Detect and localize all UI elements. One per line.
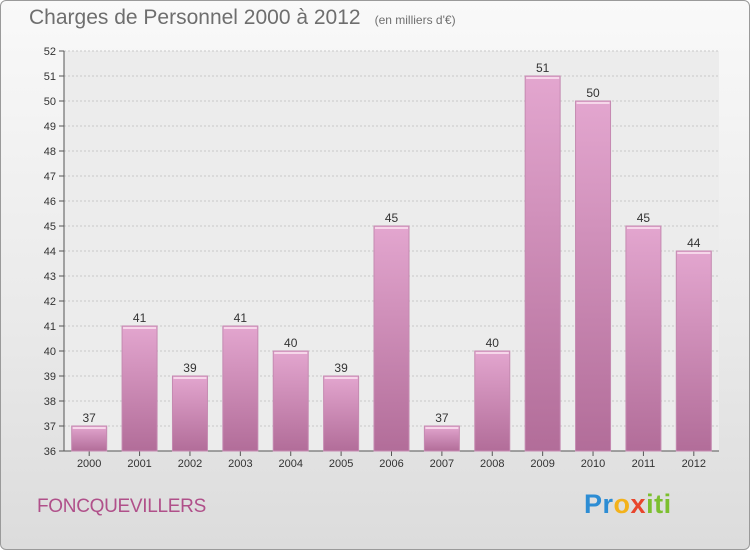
bar <box>625 225 662 452</box>
bar-highlight <box>274 352 308 354</box>
bar-2009: 51 <box>524 61 561 452</box>
bar-value-label: 44 <box>687 236 701 250</box>
bar-2000: 37 <box>71 411 108 452</box>
y-tick-label: 37 <box>44 421 56 433</box>
bar <box>272 350 309 452</box>
bar-value-label: 41 <box>133 311 147 325</box>
bar <box>474 350 511 452</box>
y-tick-label: 47 <box>44 171 56 183</box>
proxiti-logo[interactable]: Proxiti <box>584 489 672 520</box>
chart-title-text: Charges de Personnel 2000 à 2012 <box>29 6 361 29</box>
bar-2002: 39 <box>171 361 208 452</box>
y-tick-label: 52 <box>44 46 56 58</box>
bar-highlight <box>123 327 157 329</box>
bar-value-label: 50 <box>586 86 600 100</box>
x-tick-label: 2005 <box>329 458 353 470</box>
bar <box>171 375 208 452</box>
bar-highlight <box>324 377 358 379</box>
y-tick-label: 49 <box>44 121 56 133</box>
bar-value-label: 45 <box>385 211 399 225</box>
bar-2010: 50 <box>575 86 612 452</box>
y-tick-label: 46 <box>44 196 56 208</box>
bar-highlight <box>173 377 207 379</box>
y-tick-label: 41 <box>44 321 56 333</box>
logo-letter: t <box>654 489 664 519</box>
x-tick-label: 2003 <box>228 458 252 470</box>
bar-highlight <box>425 427 459 429</box>
y-tick-label: 44 <box>44 246 56 258</box>
bar-highlight <box>475 352 509 354</box>
y-tick-label: 48 <box>44 146 56 158</box>
x-tick-label: 2008 <box>480 458 504 470</box>
bar <box>222 325 259 452</box>
bar-highlight <box>375 227 408 229</box>
logo-letter: o <box>613 489 631 519</box>
x-tick-label: 2000 <box>77 458 101 470</box>
bar-layer: 37 41 39 41 40 39 45 37 40 51 50 45 44 <box>71 61 712 452</box>
bar-highlight <box>526 77 560 79</box>
bar <box>373 225 410 452</box>
y-tick-label: 50 <box>44 96 56 108</box>
bar-value-label: 41 <box>234 311 248 325</box>
bar-2011: 45 <box>625 211 662 452</box>
logo-letter: x <box>630 489 647 519</box>
bar-highlight <box>72 427 106 429</box>
x-tick-label: 2007 <box>430 458 454 470</box>
x-tick-label: 2004 <box>278 458 302 470</box>
bar-2001: 41 <box>121 311 158 452</box>
bar-2003: 41 <box>222 311 259 452</box>
bar-value-label: 40 <box>284 336 298 350</box>
bar <box>323 375 360 452</box>
logo-letter: P <box>584 489 603 519</box>
y-tick-label: 43 <box>44 271 56 283</box>
y-tick-label: 36 <box>44 446 56 458</box>
y-tick-label: 40 <box>44 346 56 358</box>
bar-value-label: 39 <box>334 361 348 375</box>
bar-highlight <box>626 227 660 229</box>
logo-letter: i <box>646 489 655 519</box>
bar-2012: 44 <box>675 236 712 452</box>
bar-highlight <box>677 252 711 254</box>
y-tick-label: 39 <box>44 371 56 383</box>
bar-2006: 45 <box>373 211 410 452</box>
y-tick-label: 51 <box>44 71 56 83</box>
bar-2005: 39 <box>323 361 360 452</box>
bar <box>675 250 712 452</box>
x-tick-label: 2006 <box>379 458 403 470</box>
chart-title: Charges de Personnel 2000 à 2012 (en mill… <box>29 6 456 30</box>
logo-letter: r <box>602 489 614 519</box>
commune-name: FONCQUEVILLERS <box>37 496 206 517</box>
bar <box>423 425 460 452</box>
bar-2008: 40 <box>474 336 511 452</box>
x-tick-label: 2011 <box>632 458 656 470</box>
bar <box>575 100 612 452</box>
x-tick-label: 2012 <box>682 458 706 470</box>
bar <box>524 75 561 452</box>
bar-value-label: 40 <box>486 336 500 350</box>
bar-2004: 40 <box>272 336 309 452</box>
bar-value-label: 37 <box>83 411 97 425</box>
bar-2007: 37 <box>423 411 460 452</box>
chart-subtitle: (en milliers d'€) <box>374 13 456 27</box>
bar-value-label: 51 <box>536 61 550 75</box>
bar <box>121 325 158 452</box>
logo-letter: i <box>663 489 672 519</box>
bar-value-label: 39 <box>183 361 197 375</box>
bar-value-label: 45 <box>637 211 651 225</box>
bar <box>71 425 108 452</box>
x-tick-label: 2001 <box>127 458 151 470</box>
y-tick-label: 45 <box>44 221 56 233</box>
x-tick-label: 2009 <box>530 458 554 470</box>
x-tick-label: 2002 <box>178 458 202 470</box>
bar-highlight <box>223 327 257 329</box>
y-tick-label: 42 <box>44 296 56 308</box>
y-tick-label: 38 <box>44 396 56 408</box>
bar-value-label: 37 <box>435 411 449 425</box>
x-tick-label: 2010 <box>581 458 605 470</box>
bar-highlight <box>576 102 610 104</box>
